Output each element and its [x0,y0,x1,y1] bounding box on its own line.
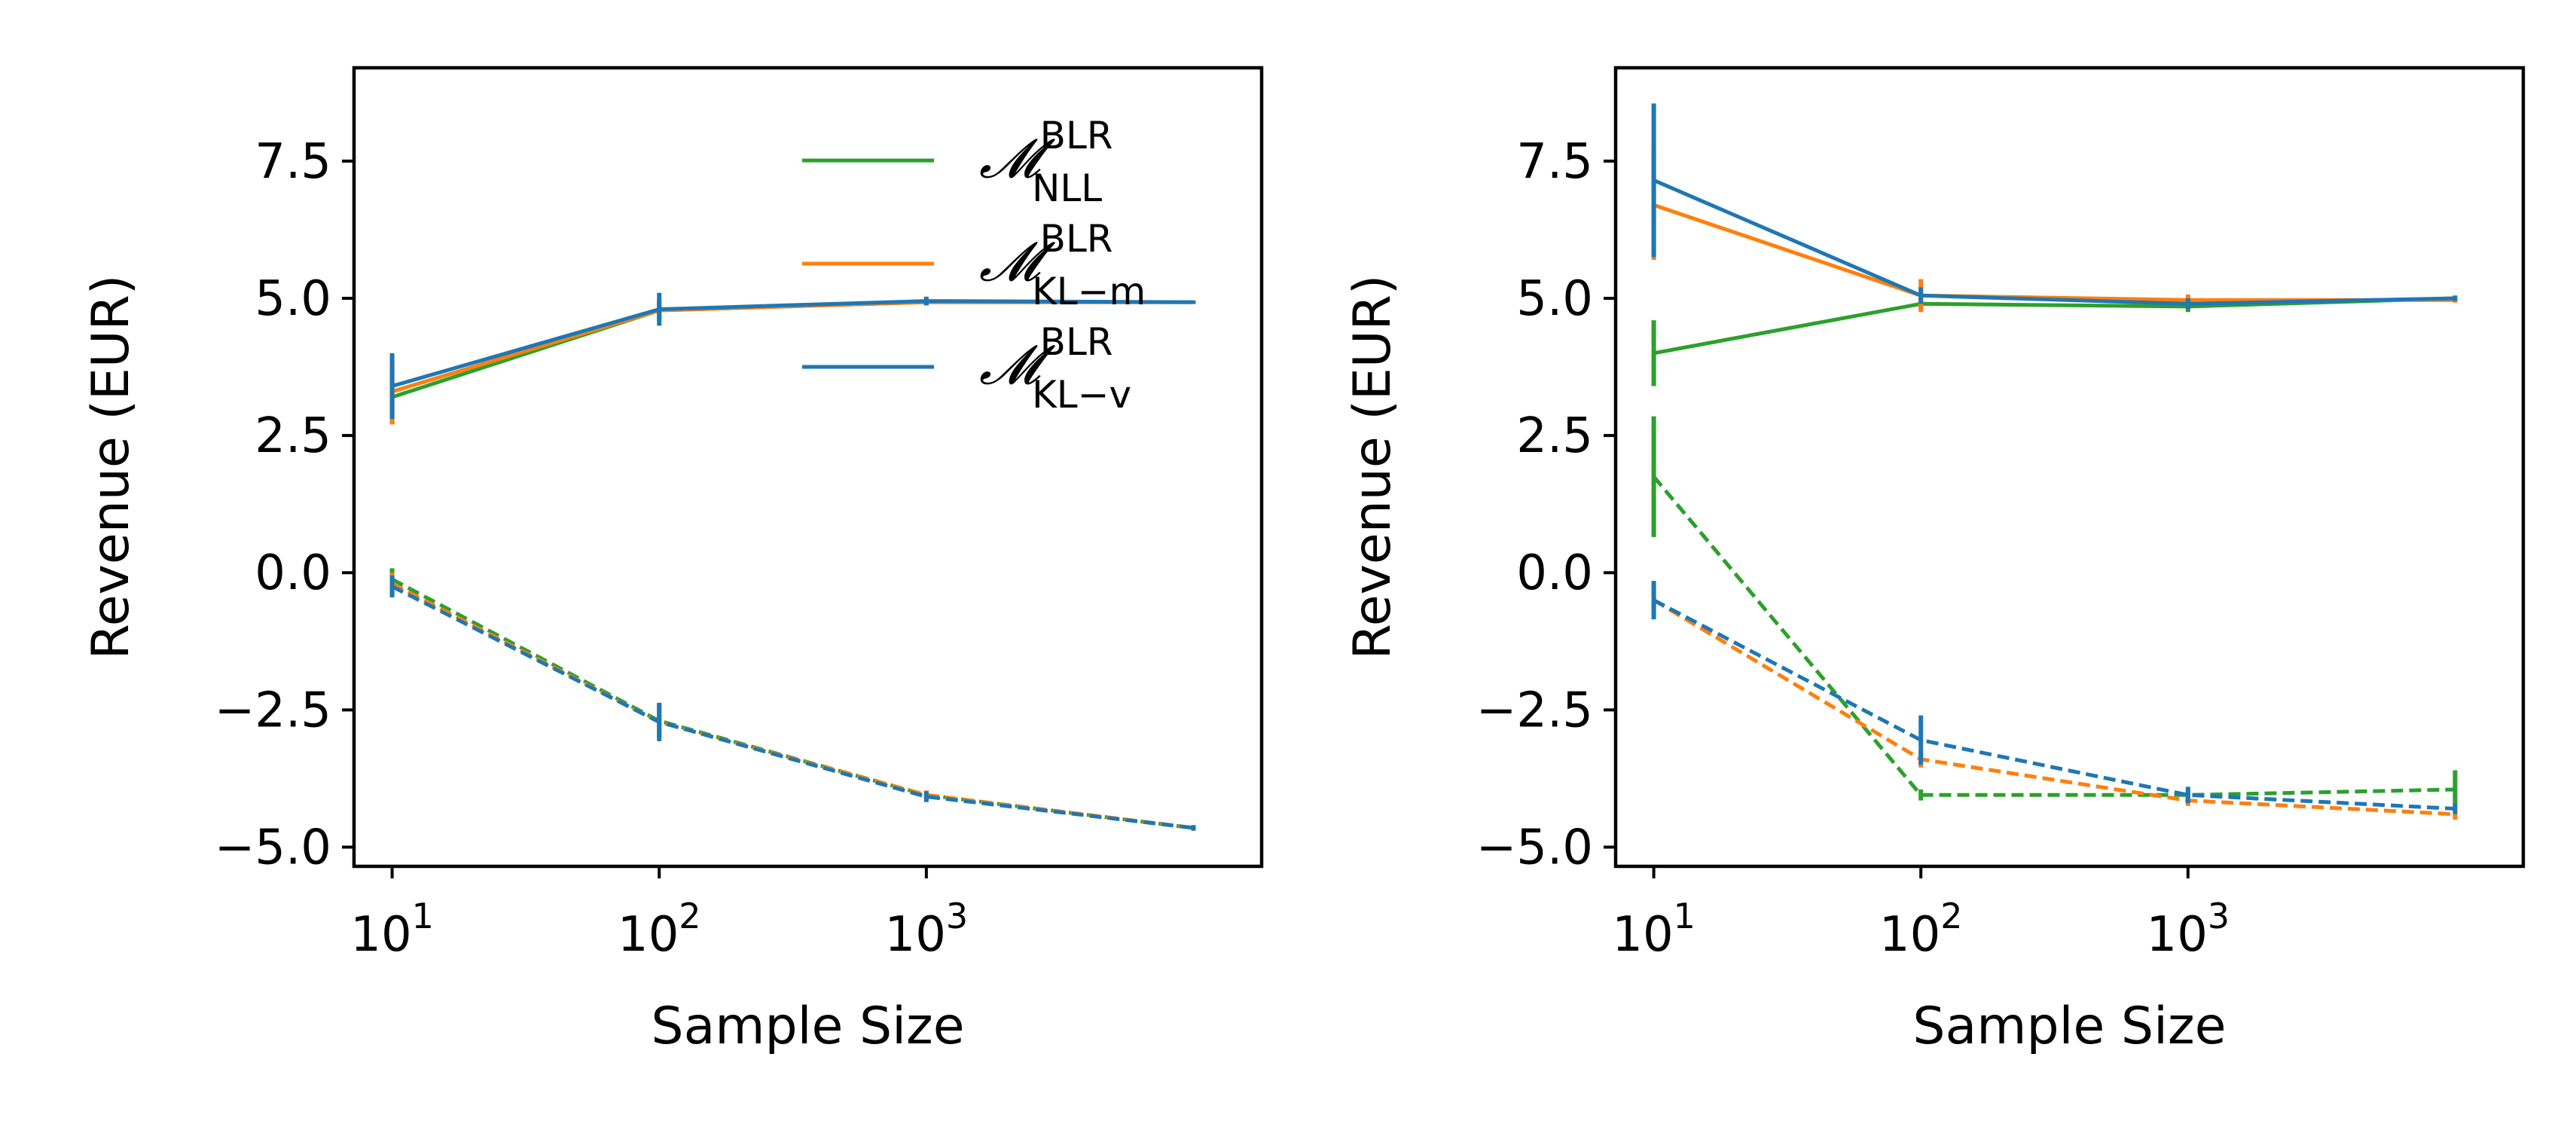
legend-label: 𝓜BLR NLL [979,114,1113,210]
x-tick-label: 102 [1879,896,1963,963]
legend-superscript: BLR [1040,320,1113,364]
x-tick-base: 10 [884,907,945,963]
series-line-3 [1653,179,2455,306]
series-line-6 [391,585,1194,830]
x-tick-base: 10 [1612,907,1673,963]
x-tick-exponent: 2 [1940,896,1962,936]
x-tick-exponent: 3 [946,896,968,936]
x-tick-base: 10 [2146,907,2207,963]
legend-superscript: BLR [1040,217,1113,261]
x-tick-exponent: 3 [2208,896,2230,936]
x-axis-label: Sample Size [1912,997,2226,1056]
series-line-2 [1653,203,2455,302]
x-tick-exponent: 1 [412,896,434,936]
series-line-4 [391,577,1194,830]
series-line-5 [1653,598,2455,817]
y-tick-label: 5.0 [255,271,331,327]
axes-frame [1613,66,2526,869]
x-tick-label: 101 [350,896,434,963]
y-tick-label: −2.5 [1476,683,1593,738]
x-tick-base: 10 [1879,907,1940,963]
y-axis-label: Revenue (EUR) [81,275,141,660]
y-tick-label: 5.0 [1516,271,1593,327]
series-line-1 [1653,296,2455,356]
series-line-4 [1652,475,2455,797]
x-axis-label: Sample Size [651,997,964,1056]
y-tick-label: 7.5 [255,134,331,190]
y-tick-label: 0.0 [255,545,331,601]
y-tick-label: 2.5 [255,408,331,464]
x-tick-label: 103 [2146,896,2230,963]
y-tick-label: −5.0 [1476,820,1593,876]
legend-subscript: KL−v [1032,373,1131,417]
x-tick-label: 101 [1612,896,1695,963]
series-line-5 [391,582,1194,830]
y-tick-label: 0.0 [1516,545,1593,601]
series-line-6 [1653,598,2455,811]
x-tick-base: 10 [350,907,411,963]
x-tick-label: 102 [618,896,701,963]
legend-superscript: BLR [1040,114,1113,157]
x-tick-label: 103 [884,896,968,963]
y-axis-label: Revenue (EUR) [1343,275,1402,660]
y-tick-label: 7.5 [1516,134,1593,190]
x-tick-exponent: 2 [679,896,700,936]
x-tick-exponent: 1 [1674,896,1695,936]
legend-label: 𝓜BLR KL−v [979,320,1131,417]
series-line-3 [391,299,1194,388]
axes-frame [352,66,1264,869]
legend-label: 𝓜BLR KL−m [979,217,1146,313]
y-tick-label: −2.5 [215,683,331,738]
legend-subscript: KL−m [1032,270,1146,313]
x-tick-base: 10 [618,907,679,963]
y-tick-label: −5.0 [215,820,331,876]
legend-subscript: NLL [1032,166,1102,210]
y-tick-label: 2.5 [1516,408,1593,464]
